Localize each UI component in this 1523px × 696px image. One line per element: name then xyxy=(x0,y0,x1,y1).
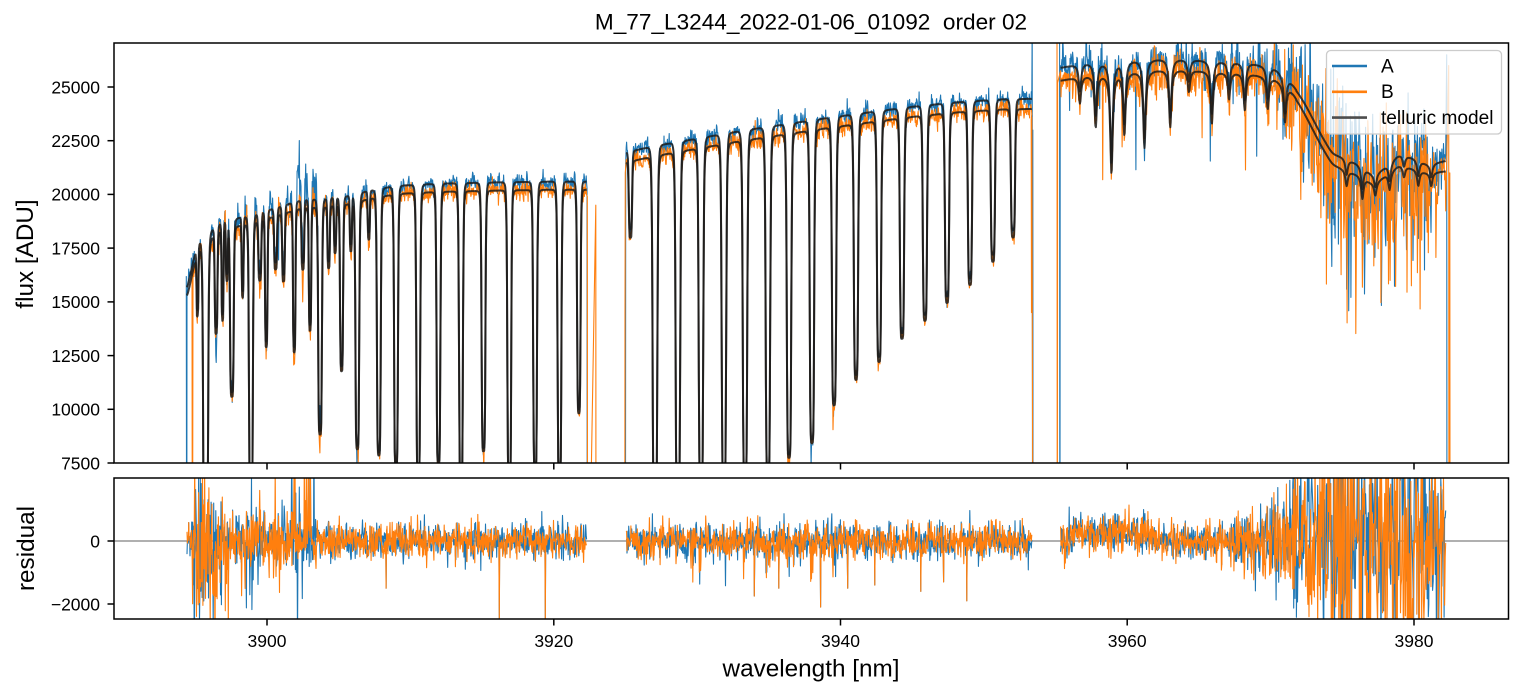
svg-text:M_77_L3244_2022-01-06_01092 o: M_77_L3244_2022-01-06_01092 order 02 xyxy=(595,10,1027,35)
svg-text:7500: 7500 xyxy=(61,453,100,473)
svg-text:3940: 3940 xyxy=(821,631,860,651)
svg-text:A: A xyxy=(1381,56,1394,77)
svg-text:12500: 12500 xyxy=(51,346,100,366)
svg-text:3900: 3900 xyxy=(248,631,287,651)
svg-text:3920: 3920 xyxy=(534,631,573,651)
svg-text:3960: 3960 xyxy=(1108,631,1147,651)
svg-text:17500: 17500 xyxy=(51,238,100,258)
svg-text:25000: 25000 xyxy=(51,77,100,97)
svg-text:22500: 22500 xyxy=(51,131,100,151)
svg-text:−2000: −2000 xyxy=(51,594,100,614)
svg-text:wavelength [nm]: wavelength [nm] xyxy=(722,656,900,683)
svg-text:residual: residual xyxy=(13,506,40,591)
svg-text:telluric model: telluric model xyxy=(1381,108,1493,129)
svg-text:10000: 10000 xyxy=(51,400,100,420)
svg-text:20000: 20000 xyxy=(51,185,100,205)
svg-text:B: B xyxy=(1381,82,1394,103)
svg-text:flux [ADU]: flux [ADU] xyxy=(12,199,39,308)
svg-text:3980: 3980 xyxy=(1395,631,1434,651)
svg-text:0: 0 xyxy=(90,531,100,551)
svg-text:15000: 15000 xyxy=(51,292,100,312)
